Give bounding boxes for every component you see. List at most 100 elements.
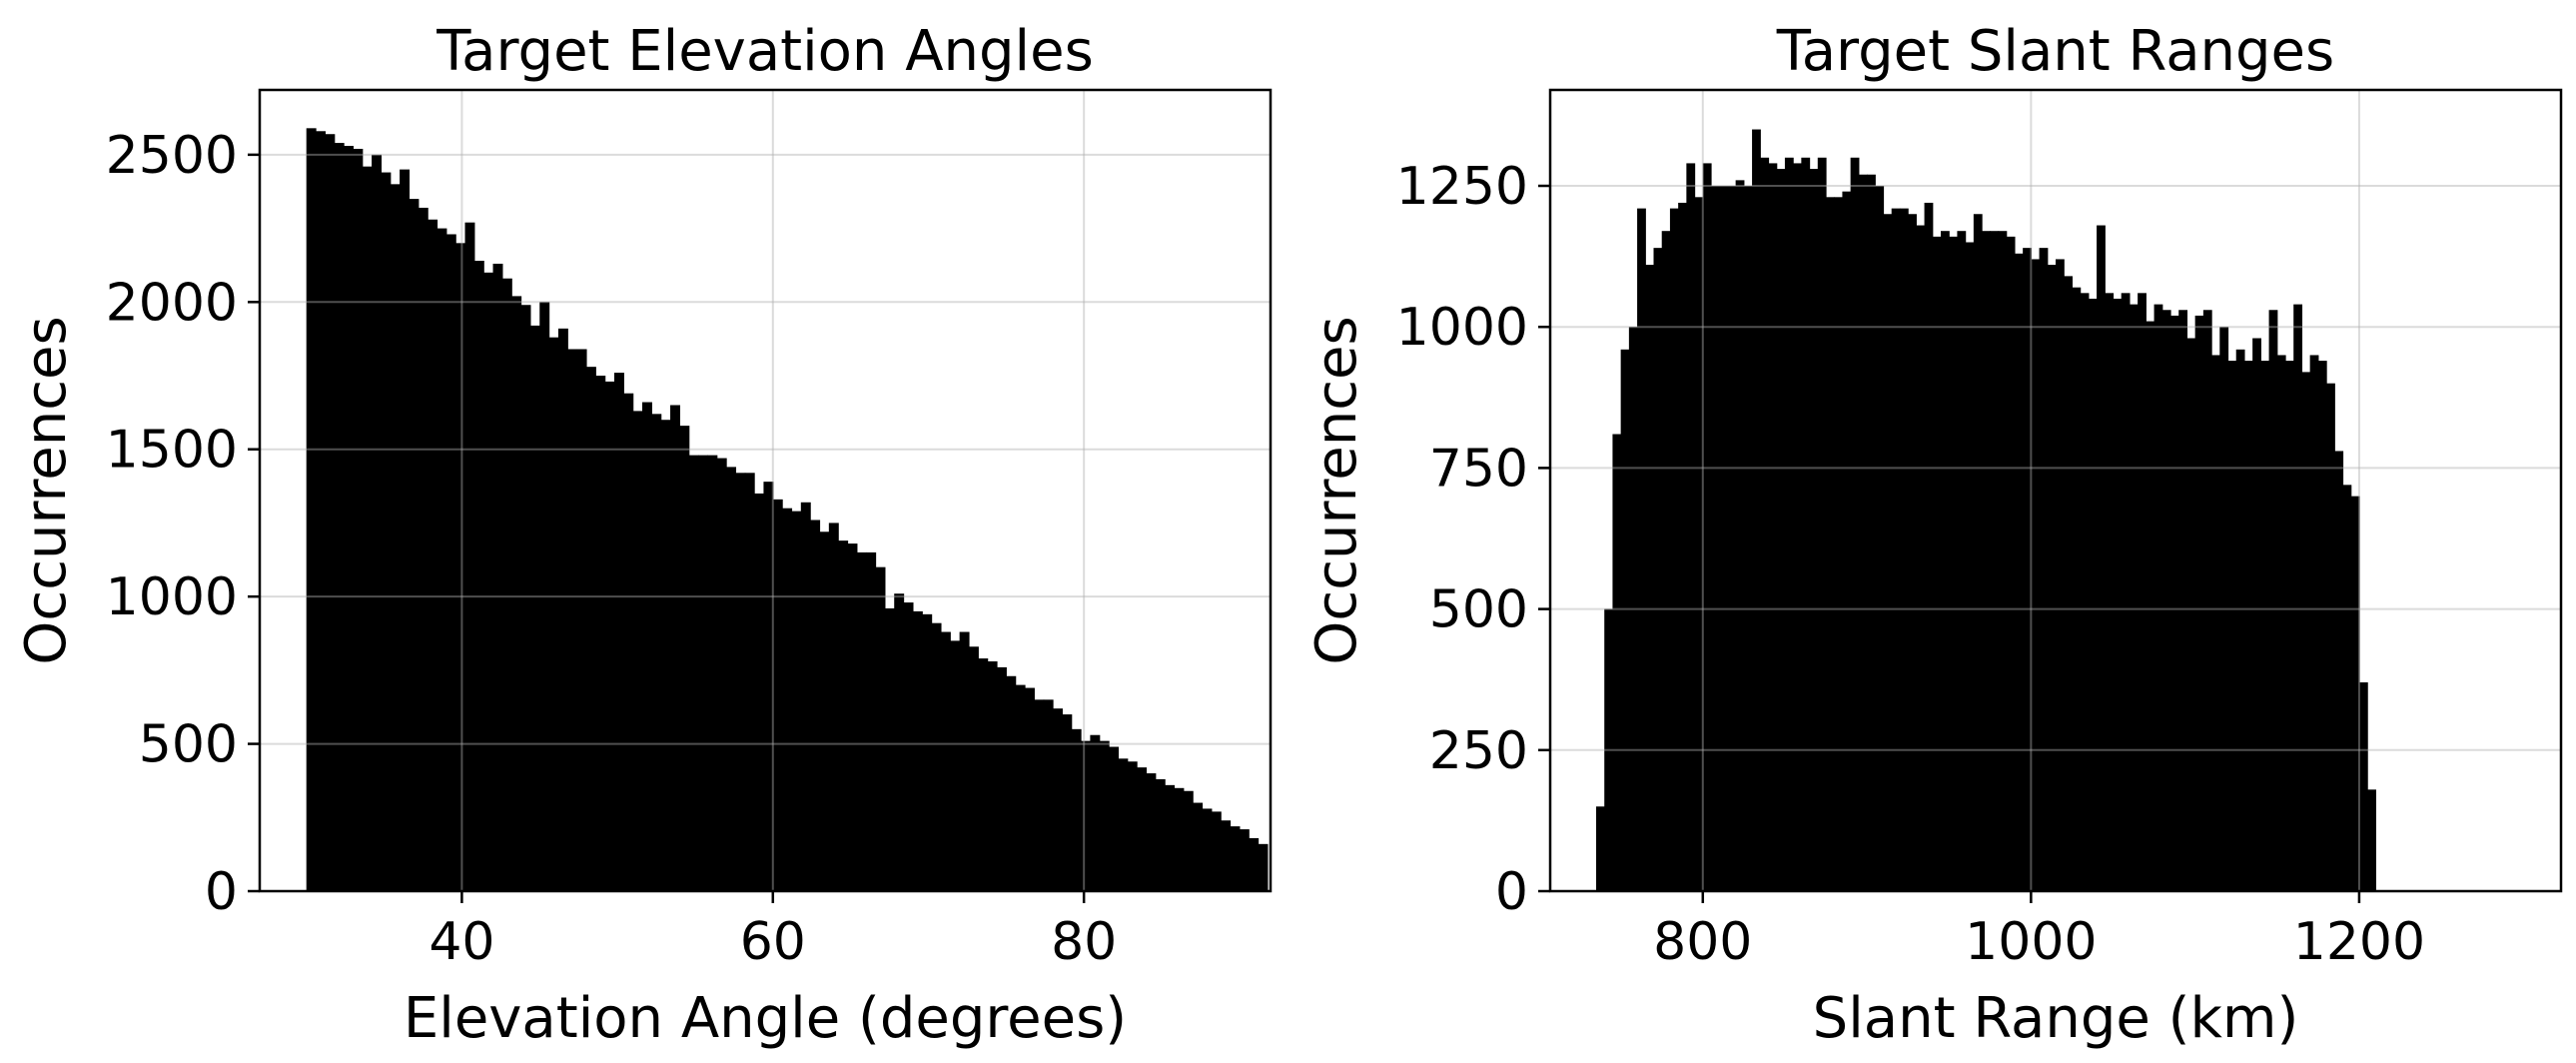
histogram-bar [2088,298,2098,892]
histogram-bar [632,411,643,891]
y-tick-label: 500 [139,715,238,775]
y-tick-label: 750 [1429,439,1528,499]
x-tick-label: 1200 [2293,912,2425,972]
histogram-bar [894,593,905,891]
x-axis-label: Elevation Angle (degrees) [404,986,1127,1051]
histogram-bar [950,640,961,892]
histogram-bar [501,278,512,892]
histogram-bar [2056,259,2065,891]
histogram-bar [1183,790,1194,891]
histogram-bar [2138,293,2147,891]
histogram-bar [782,508,793,891]
histogram-bar [1735,180,1745,891]
y-tick-label: 1000 [1396,298,1528,358]
histogram-bar [1784,157,1794,891]
histogram-bar [1924,202,1934,891]
x-axis-label: Slant Range (km) [1813,986,2299,1051]
y-axis-label: Occurrences [1304,316,1369,664]
histogram-bar [2268,310,2278,891]
histogram-bar [716,458,727,891]
histogram-bar [353,148,364,892]
histogram-bar [2211,355,2220,891]
x-tick-label: 1000 [1965,912,2097,972]
y-tick-label: 2500 [106,126,238,186]
bars [306,128,1269,892]
x-tick-label: 40 [429,912,494,972]
histogram-bar [1211,811,1222,891]
histogram-bar [2105,293,2115,891]
histogram-bar [428,219,438,892]
histogram-bar [847,543,858,891]
histogram-bar [2153,304,2163,891]
histogram-bar [400,169,411,892]
histogram-bar [1826,197,1835,891]
histogram-bar [1768,163,1778,892]
histogram-bar [1612,434,1622,891]
histogram-bar [2146,321,2155,891]
histogram-bar [436,228,447,891]
histogram-bar [679,426,690,891]
histogram-bar [1006,675,1017,891]
histogram-bar [1165,784,1176,891]
subplot-2: 800 1000 1200 0 250 500 750 1000 1250 Target Slan… [1304,19,2563,1051]
y-tick-label: 500 [1429,580,1528,640]
y-tick-label: 1500 [106,421,238,481]
histogram-bar [1653,248,1663,891]
histogram-bar [548,337,559,891]
histogram-bar [2178,310,2188,891]
histogram-bar [2064,276,2074,891]
histogram-bar [325,134,336,892]
histogram-bar [810,520,821,891]
histogram-bar [1793,163,1802,892]
histogram-bar [1809,169,1819,891]
histogram-bar [445,234,456,892]
histogram-bar [912,610,923,891]
histogram-bar [2006,236,2016,892]
histogram-bar [381,172,392,891]
histogram-bar [987,661,998,891]
chart-title: Target Slant Ranges [1776,19,2334,84]
chart-title: Target Elevation Angles [435,19,1094,84]
histogram-bar [2219,327,2229,892]
histogram-bar [1174,787,1185,891]
histogram-bar [996,666,1007,891]
histogram-bar [1998,231,2008,891]
histogram-bar [1916,225,1926,892]
histogram-bar [791,511,802,891]
histogram-bar [2161,310,2171,891]
histogram-bar [1025,687,1035,891]
x-tick-label: 800 [1653,912,1752,972]
histogram-bar [567,349,578,892]
histogram-bar [334,143,345,891]
histogram-bar [1686,163,1696,892]
histogram-bar [2031,259,2041,891]
y-tick-label: 2000 [106,273,238,333]
histogram-bar [483,272,494,891]
histogram-bar [529,325,540,891]
histogram-bar [1776,169,1786,891]
histogram-bar [2129,304,2139,891]
histogram-bar [2243,361,2253,892]
histogram-bar [2235,349,2245,891]
y-tick-label: 250 [1429,721,1528,781]
histogram-bar [1957,231,1967,891]
histogram-bar [838,540,849,892]
histogram-bar [931,622,942,891]
histogram-bar [1230,826,1241,891]
histogram-bar [1702,163,1712,892]
histogram-bar [940,631,951,891]
histogram-bar [1015,684,1026,891]
histogram-bar [2342,485,2352,891]
histogram-bar [1193,802,1204,891]
histogram-bar [1034,699,1045,891]
histogram-bar [2023,248,2032,891]
histogram-bar [2301,372,2311,891]
histogram-bar [2317,361,2327,892]
histogram-bar [1678,202,1687,891]
histogram-bar [2227,361,2237,892]
histogram-bar [2039,248,2049,891]
histogram-bar [1817,157,1827,891]
histogram-bar [2350,496,2360,891]
histogram-bar [2186,338,2196,891]
